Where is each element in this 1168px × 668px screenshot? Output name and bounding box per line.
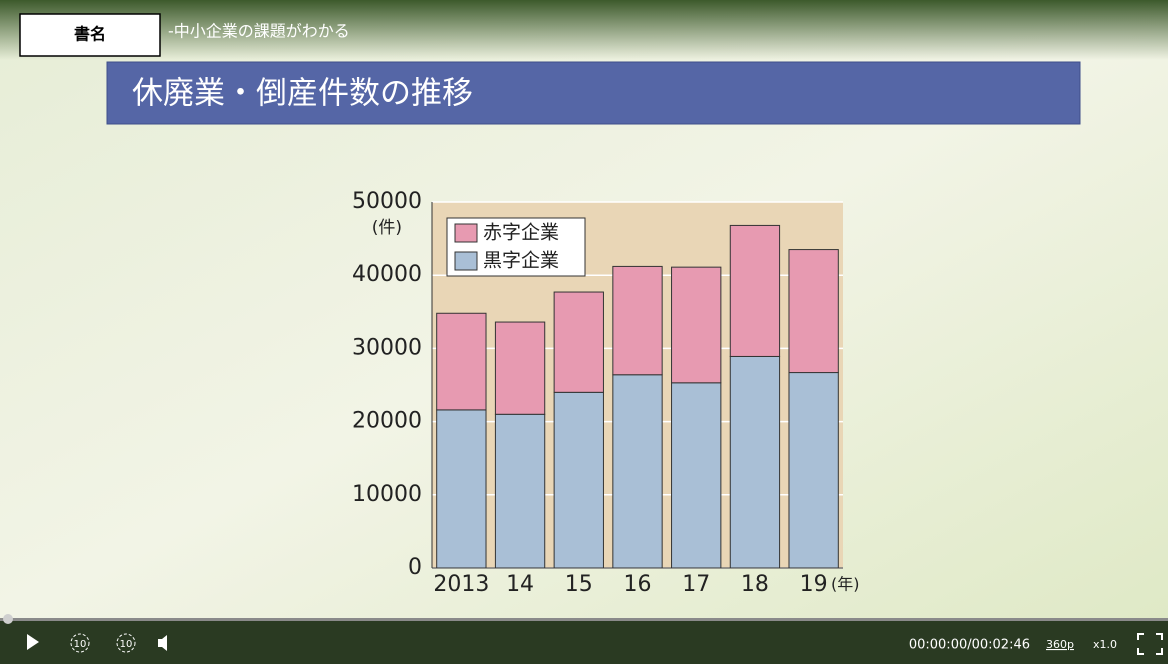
bar-segment [729, 355, 781, 569]
bar-segment [612, 265, 663, 376]
quality-button[interactable]: 360p [1046, 638, 1074, 651]
x-tick-label: 17 [682, 572, 710, 597]
slide-title: 休廃業・倒産件数の推移 [132, 76, 473, 112]
y-tick-label: 50000 [352, 189, 422, 214]
bar-segment [494, 321, 546, 415]
x-tick-label: 15 [565, 572, 593, 597]
bar-segment [671, 382, 722, 569]
time-display: 00:00:00/00:02:46 [909, 638, 1030, 653]
rewind-label: 10 [74, 639, 87, 650]
x-tick-label: 18 [741, 572, 769, 597]
title-banner [106, 61, 1081, 125]
video-title: -中小企業の課題がわかる [168, 22, 350, 41]
play-button[interactable] [27, 634, 39, 650]
legend-swatch [454, 223, 478, 243]
bar-segment [494, 413, 546, 569]
bar-segment [729, 224, 781, 357]
y-tick-label: 0 [408, 555, 422, 580]
x-unit: (年) [831, 575, 860, 594]
bar-segment [553, 391, 604, 569]
control-bar [0, 620, 1168, 664]
volume-button[interactable] [158, 635, 167, 651]
progress-track[interactable] [0, 618, 1168, 621]
progress-thumb[interactable] [3, 614, 13, 624]
bar-segment [553, 291, 604, 393]
y-tick-label: 30000 [352, 335, 422, 360]
y-tick-label: 20000 [352, 409, 422, 434]
bar-segment [436, 409, 487, 569]
bar-segment [612, 374, 663, 569]
forward-label: 10 [120, 639, 133, 650]
top-shade [0, 0, 1168, 60]
bar-segment [788, 249, 839, 374]
label: 書名 [74, 25, 106, 44]
chart: 0 10000 20000 30000 40000 50000 (件) 2013 14 15 16 1… [352, 189, 860, 597]
fullscreen-button[interactable] [1137, 633, 1163, 655]
forward-button[interactable]: 10 [116, 633, 136, 653]
bar-segment [788, 372, 839, 569]
x-tick-label: 14 [506, 572, 534, 597]
legend-label: 赤字企業 [483, 222, 559, 244]
rewind-button[interactable]: 10 [70, 633, 90, 653]
bar-segment [436, 312, 487, 411]
y-unit: (件) [372, 218, 402, 238]
speed-button[interactable]: x1.0 [1093, 638, 1117, 651]
bar-segment [671, 266, 722, 384]
legend-swatch [454, 251, 478, 271]
x-tick-label: 16 [624, 572, 652, 597]
x-tick-label: 2013 [433, 572, 489, 597]
y-tick-label: 10000 [352, 482, 422, 507]
legend-label: 黒字企業 [483, 250, 559, 272]
label-box [19, 13, 161, 57]
y-tick-label: 40000 [352, 262, 422, 287]
x-tick-label: 19 [800, 572, 828, 597]
